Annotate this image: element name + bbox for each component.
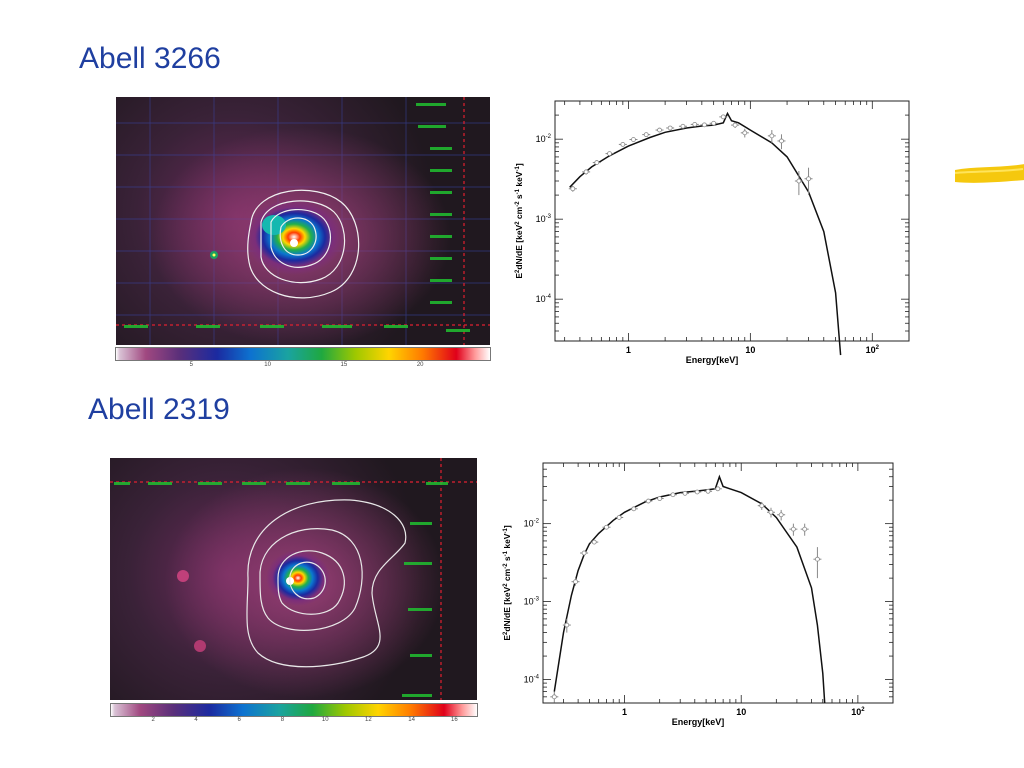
panel-title-abell-3266: Abell 3266: [79, 42, 221, 75]
colorbar-ticks-abell-3266: 5 10 15 20: [115, 362, 489, 372]
data-point: [800, 523, 809, 536]
data-point: [571, 578, 580, 586]
data-point: [731, 122, 740, 128]
colorbar-tick: 14: [408, 717, 415, 723]
colorbar-tick: 8: [280, 717, 285, 723]
data-point: [789, 523, 798, 536]
data-point: [629, 506, 638, 512]
data-point: [704, 488, 713, 494]
colorbar-tick: 15: [340, 362, 348, 368]
data-point: [642, 132, 651, 138]
data-point: [757, 501, 766, 510]
x-tick-label: 1: [626, 345, 631, 355]
sky-map-abell-2319: [110, 458, 477, 700]
data-point: [700, 122, 709, 128]
colorbar-tick: 10: [321, 717, 329, 723]
y-tick-label: 10-4: [536, 294, 552, 304]
data-point: [618, 142, 627, 147]
data-point: [655, 496, 664, 501]
data-point: [681, 490, 690, 496]
colorbar-abell-3266: [115, 347, 491, 361]
data-point: [644, 498, 653, 504]
y-tick-label: 10-3: [536, 214, 552, 224]
x-axis-label: Energy[keV]: [672, 717, 725, 727]
colorbar-ticks-abell-2319: 2 4 6 8 10 12 14 16: [110, 717, 476, 727]
model-curve: [569, 111, 842, 356]
data-point: [794, 171, 803, 196]
data-point: [615, 515, 624, 520]
data-point: [562, 618, 571, 633]
data-point: [602, 524, 611, 530]
plot-frame: [554, 100, 910, 342]
spectrum-plot-abell-3266: 1 10 102 10-2 10-3 10-4 Energy[keV] E2dN/dE [ke…: [514, 100, 910, 365]
data-point: [590, 539, 599, 545]
data-point: [580, 550, 589, 556]
spectrum-plot-abell-2319: 1 10 102 10-2 10-3 10-4 Energy[keV] E2dN/dE [ke…: [502, 462, 894, 727]
data-point: [713, 486, 722, 492]
colorbar-tick: 4: [194, 717, 198, 723]
data-point: [719, 114, 728, 120]
data-point: [740, 128, 749, 138]
x-tick-label: 102: [866, 345, 880, 355]
x-tick-label: 10: [745, 345, 755, 355]
data-point: [804, 167, 813, 196]
data-point: [678, 123, 687, 129]
data-point: [693, 489, 702, 495]
data-point: [777, 509, 786, 521]
data-point: [777, 134, 786, 150]
x-tick-label: 1: [622, 707, 627, 717]
data-point: [592, 160, 601, 165]
colorbar-tick: 10: [264, 362, 271, 368]
y-axis-label: E2dN/dE [keV2 cm-2 s-1 keV-1]: [514, 163, 524, 279]
highlighter-mark: [955, 164, 1024, 183]
data-point: [582, 169, 591, 175]
colorbar-tick: 2: [151, 717, 155, 723]
colorbar-tick: 5: [189, 362, 193, 368]
sky-map-image: [110, 458, 477, 700]
y-tick-label: 10-2: [536, 134, 552, 144]
y-tick-label: 10-4: [524, 675, 540, 685]
data-point: [767, 130, 776, 143]
colorbar-tick: 12: [365, 717, 372, 723]
data-point: [766, 507, 775, 518]
y-tick-label: 10-3: [524, 597, 540, 607]
y-axis-label: E2dN/dE [keV2 cm-2 s-1 keV-1]: [502, 525, 512, 641]
sky-map-image: [116, 97, 490, 345]
data-point: [655, 127, 664, 133]
plot-frame: [542, 462, 894, 704]
data-point: [605, 151, 614, 157]
data-point: [629, 137, 638, 142]
colorbar-abell-2319: [110, 703, 478, 717]
sky-map-abell-3266: [116, 97, 490, 345]
data-point: [568, 185, 577, 192]
y-tick-label: 10-2: [524, 519, 540, 529]
data-point: [668, 492, 677, 498]
data-point: [550, 691, 559, 703]
panel-title-abell-2319: Abell 2319: [88, 393, 230, 426]
data-point: [690, 121, 699, 127]
colorbar-tick: 6: [237, 717, 241, 723]
x-tick-label: 102: [851, 707, 865, 717]
data-point: [813, 547, 822, 579]
colorbar-tick: 16: [451, 717, 458, 723]
data-point: [709, 120, 718, 126]
colorbar-tick: 20: [416, 362, 424, 368]
x-axis-label: Energy[keV]: [686, 355, 739, 365]
x-tick-label: 10: [736, 707, 746, 717]
data-point: [666, 125, 675, 131]
